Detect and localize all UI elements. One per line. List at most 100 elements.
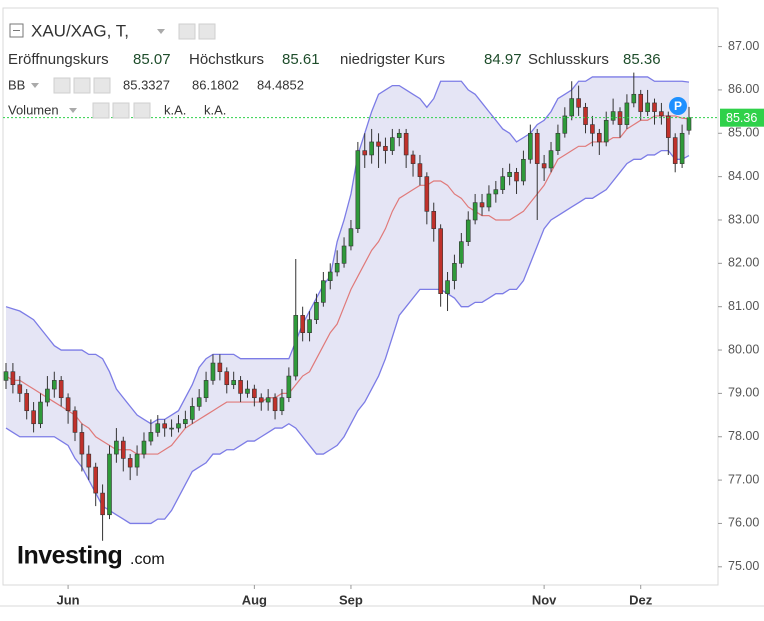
candle-body [541,163,547,169]
y-tick-label: 85.00 [728,126,759,140]
bb-label: BB [8,77,25,92]
candle-body [638,93,644,112]
candle-body [162,423,167,429]
dropdown-arrow[interactable] [157,29,165,34]
candle-body [486,193,492,208]
candle-body [300,315,305,333]
close-label: Schlusskurs [528,51,609,68]
candle-body [238,380,243,394]
eye-icon[interactable] [53,77,71,94]
candle-body [189,406,195,420]
candle-body [224,371,230,386]
close-icon[interactable] [133,102,151,119]
candle-body [245,388,250,394]
bb-lower-value: 84.4852 [257,77,304,92]
badge[interactable] [669,97,687,115]
candle-body [321,280,326,303]
candle-body [514,171,519,182]
candle-body [417,163,423,177]
candle-body [79,432,85,455]
y-tick-label: 83.00 [728,212,759,226]
bb-upper-value: 86.1802 [192,77,239,92]
eye-icon[interactable] [92,102,110,119]
eye-icon[interactable] [178,23,196,40]
chart-title: XAU/XAG, T, [31,21,129,40]
candle-body [396,132,402,138]
candle-body [307,319,312,333]
candle-body [45,388,50,403]
settings-icon[interactable] [112,102,130,119]
candle-body [141,440,147,455]
y-tick-label: 75.00 [728,559,759,573]
candle-body [148,432,154,442]
candle-body [210,362,216,381]
candle-body [265,397,271,403]
candle-body [410,154,416,164]
y-tick-label: 87.00 [728,39,759,53]
candle-body [127,458,133,468]
candle-body [445,280,450,294]
close-icon[interactable] [93,77,111,94]
candle-body [134,453,140,468]
candle-body [231,380,236,386]
settings-icon[interactable] [198,23,216,40]
overlay-layer: 75.00 76.00 77.00 78.00 79.00 80.00 81.00 82.00… [3,39,764,607]
candle-body [652,102,657,112]
candle-body [286,375,292,399]
band-lower [5,149,690,525]
candle-body [390,137,395,151]
settings-icon[interactable] [73,77,91,94]
bands-layer [5,76,690,525]
candle-body [155,423,161,433]
volume-value: k.A. [164,102,186,117]
band-upper [5,76,690,425]
dropdown-arrow[interactable] [69,108,77,113]
candle-body [645,102,650,112]
bb-middle-value: 85.3327 [123,77,170,92]
candle-body [369,141,374,156]
candle-body [258,397,264,403]
candle-body [507,171,512,177]
y-tick-label: 80.00 [728,342,759,356]
logo-suffix: .com [130,551,165,568]
candle-body [459,241,464,264]
candle-body [114,440,119,455]
last-price-box [720,108,764,127]
volume-value: k.A. [204,102,226,117]
open-value: 85.07 [133,51,171,68]
candle-body [624,102,630,125]
candle-body [252,388,257,399]
y-tick-label: 81.00 [728,299,759,313]
candle-body [603,119,609,143]
candle-body [493,189,499,195]
candle-body [341,245,347,264]
candle-body [203,380,209,399]
candle-body [431,211,437,229]
x-tick-label: Dez [629,592,653,607]
y-tick-label: 78.00 [728,429,759,443]
candle-body [590,124,595,134]
candle-body [424,176,430,212]
candle-body [355,150,361,229]
candle-body [100,492,105,516]
candle-body [500,176,506,190]
candle-body [107,453,112,516]
candle-body [196,397,202,407]
candle-body [58,380,64,399]
candle-body [176,423,181,429]
candle-body [465,219,471,242]
logo-text: Investing [17,542,122,570]
close-value: 85.36 [623,51,661,68]
dropdown-arrow[interactable] [31,83,39,88]
badge-text: P [674,99,682,113]
candle-body [534,132,540,164]
candle-body [65,397,71,412]
candle-body [403,132,409,156]
candle-body [272,397,278,412]
candle-body [334,263,340,273]
candle-body [521,158,526,182]
candle-body [659,111,664,117]
candle-body [672,137,678,164]
candle-body [72,410,78,433]
